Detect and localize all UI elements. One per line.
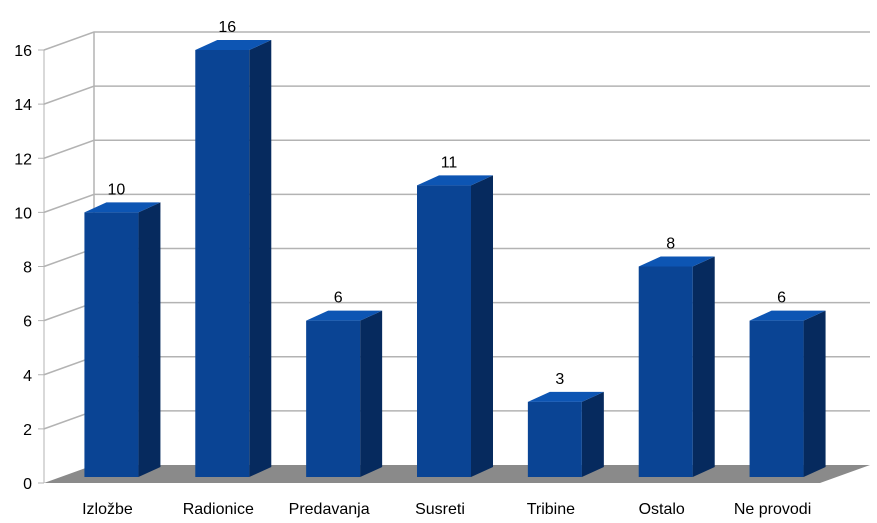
category-label: Izložbe [82, 501, 133, 518]
bar-side-face [581, 391, 604, 477]
bar [527, 391, 604, 477]
bar [638, 256, 715, 477]
category-label: Tribine [527, 501, 575, 518]
bar-front-face [638, 266, 693, 477]
y-tick-label: 10 [14, 205, 32, 222]
data-label: 11 [441, 154, 458, 171]
bar-front-face [749, 320, 804, 477]
y-tick-label: 6 [23, 314, 32, 331]
y-axis-ticks: 0 2 4 6 8 10 12 14 16 [14, 43, 44, 493]
gridline [43, 85, 870, 105]
bar-top-face [527, 391, 604, 402]
y-tick-label: 0 [23, 476, 32, 493]
data-label: 6 [777, 290, 786, 307]
y-tick-label: 12 [14, 151, 32, 168]
bar-front-face [527, 401, 582, 477]
data-label: 8 [666, 236, 675, 253]
data-label: 10 [108, 181, 126, 198]
category-label: Ostalo [639, 501, 685, 518]
bar [749, 310, 826, 477]
data-label: 6 [334, 290, 343, 307]
bar-top-face [195, 40, 272, 50]
bar-side-face [360, 310, 383, 477]
bar-side-face [471, 175, 493, 477]
y-tick-label: 16 [14, 43, 32, 60]
data-label: 3 [555, 371, 564, 388]
category-label: Radionice [183, 501, 254, 518]
data-label: 16 [218, 19, 236, 36]
bar-top-face [638, 256, 715, 267]
bar-side-face [138, 202, 161, 477]
category-label: Predavanja [289, 501, 370, 518]
category-label: Ne provodi [734, 501, 811, 518]
y-tick-label: 8 [23, 260, 32, 277]
data-labels: 10 16 6 11 3 8 6 [108, 19, 787, 388]
category-label: Susreti [415, 501, 465, 518]
bar-front-face [84, 212, 139, 477]
bar-side-face [803, 310, 826, 477]
gridline [43, 193, 870, 214]
bar-front-face [306, 320, 361, 477]
y-tick-label: 14 [14, 97, 32, 114]
bar [84, 202, 161, 477]
y-tick-label: 2 [23, 422, 32, 439]
x-axis-categories: Izložbe Radionice Predavanja Susreti Tribine… [82, 501, 811, 518]
bar-top-face [417, 175, 493, 186]
bar-top-face [749, 310, 826, 321]
bar-top-face [306, 310, 383, 321]
bar-side-face [249, 40, 272, 477]
bar [195, 40, 272, 477]
bar [306, 310, 383, 477]
bars [84, 40, 826, 477]
bar-side-face [692, 256, 715, 477]
y-tick-label: 4 [23, 368, 32, 385]
bar [417, 175, 493, 477]
gridline [43, 139, 870, 159]
gridline [43, 31, 870, 51]
bar-front-face [417, 185, 471, 477]
bar-front-face [195, 50, 250, 477]
bar-top-face [84, 202, 161, 213]
